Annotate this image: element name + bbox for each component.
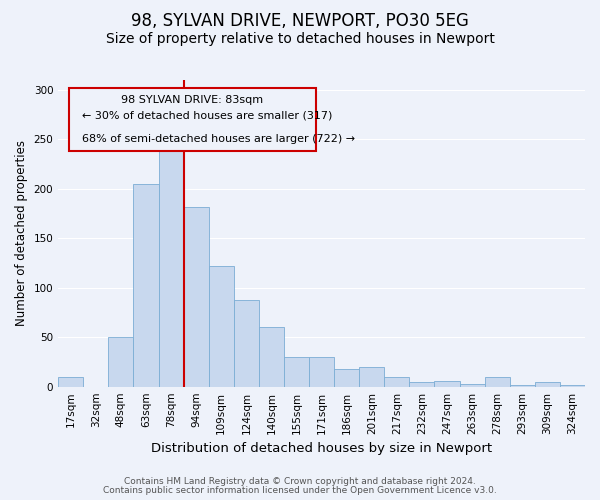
Bar xyxy=(385,377,409,386)
Bar xyxy=(434,380,460,386)
Bar xyxy=(58,377,83,386)
Bar xyxy=(485,377,510,386)
Bar xyxy=(158,150,184,386)
X-axis label: Distribution of detached houses by size in Newport: Distribution of detached houses by size … xyxy=(151,442,492,455)
Bar xyxy=(409,382,434,386)
Bar xyxy=(334,369,359,386)
Text: Contains public sector information licensed under the Open Government Licence v3: Contains public sector information licen… xyxy=(103,486,497,495)
Bar xyxy=(234,300,259,386)
Bar xyxy=(510,384,535,386)
Bar xyxy=(184,206,209,386)
Bar xyxy=(284,357,309,386)
Bar xyxy=(560,384,585,386)
Text: Size of property relative to detached houses in Newport: Size of property relative to detached ho… xyxy=(106,32,494,46)
Bar xyxy=(359,367,385,386)
Text: Contains HM Land Registry data © Crown copyright and database right 2024.: Contains HM Land Registry data © Crown c… xyxy=(124,477,476,486)
Text: ← 30% of detached houses are smaller (317): ← 30% of detached houses are smaller (31… xyxy=(82,111,332,121)
Bar xyxy=(309,357,334,386)
Bar xyxy=(460,384,485,386)
Text: 98 SYLVAN DRIVE: 83sqm: 98 SYLVAN DRIVE: 83sqm xyxy=(121,96,263,106)
Text: 68% of semi-detached houses are larger (722) →: 68% of semi-detached houses are larger (… xyxy=(82,134,355,144)
Text: 98, SYLVAN DRIVE, NEWPORT, PO30 5EG: 98, SYLVAN DRIVE, NEWPORT, PO30 5EG xyxy=(131,12,469,30)
Bar xyxy=(535,382,560,386)
FancyBboxPatch shape xyxy=(69,88,316,150)
Bar xyxy=(209,266,234,386)
Y-axis label: Number of detached properties: Number of detached properties xyxy=(15,140,28,326)
Bar xyxy=(259,328,284,386)
Bar xyxy=(133,184,158,386)
Bar xyxy=(109,337,133,386)
